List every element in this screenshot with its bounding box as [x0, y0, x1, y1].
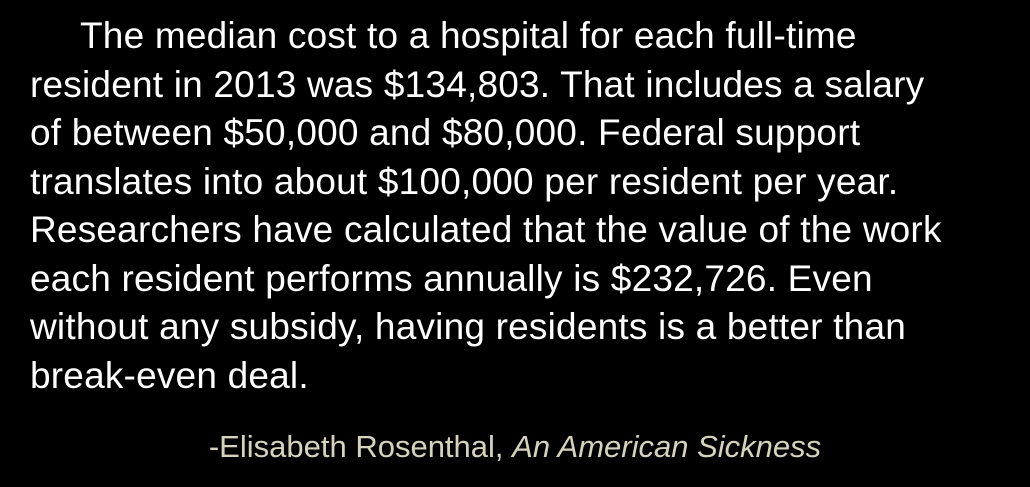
- quote-line: translates into about $100,000 per resid…: [30, 160, 899, 202]
- quote-line: each resident performs annually is $232,…: [30, 257, 873, 299]
- quote-line: resident in 2013 was $134,803. That incl…: [30, 63, 925, 105]
- quote-line: The median cost to a hospital for each f…: [80, 15, 857, 56]
- quote-line: break-even deal.: [30, 354, 309, 396]
- attribution-author: -Elisabeth Rosenthal,: [208, 429, 504, 464]
- attribution: -Elisabeth Rosenthal, An American Sickne…: [0, 425, 1030, 469]
- quote-line: without any subsidy, having residents is…: [30, 306, 906, 347]
- quote-text: The median cost to a hospital for each f…: [30, 12, 1020, 400]
- attribution-book-title: An American Sickness: [512, 429, 822, 464]
- quote-line: of between $50,000 and $80,000. Federal …: [30, 112, 861, 153]
- quote-line: Researchers have calculated that the val…: [30, 209, 942, 250]
